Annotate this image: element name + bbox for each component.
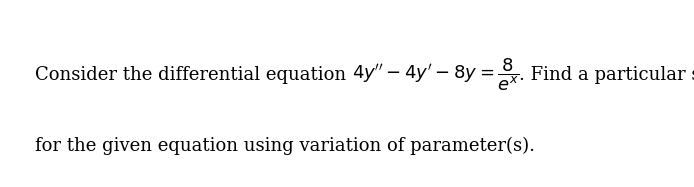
- Text: $4y'' - 4y' - 8y = \dfrac{8}{e^{x}}$: $4y'' - 4y' - 8y = \dfrac{8}{e^{x}}$: [352, 56, 519, 93]
- Text: for the given equation using variation of parameter(s).: for the given equation using variation o…: [35, 137, 535, 155]
- Text: . Find a particular solution: . Find a particular solution: [519, 66, 694, 84]
- Text: Consider the differential equation: Consider the differential equation: [35, 66, 352, 84]
